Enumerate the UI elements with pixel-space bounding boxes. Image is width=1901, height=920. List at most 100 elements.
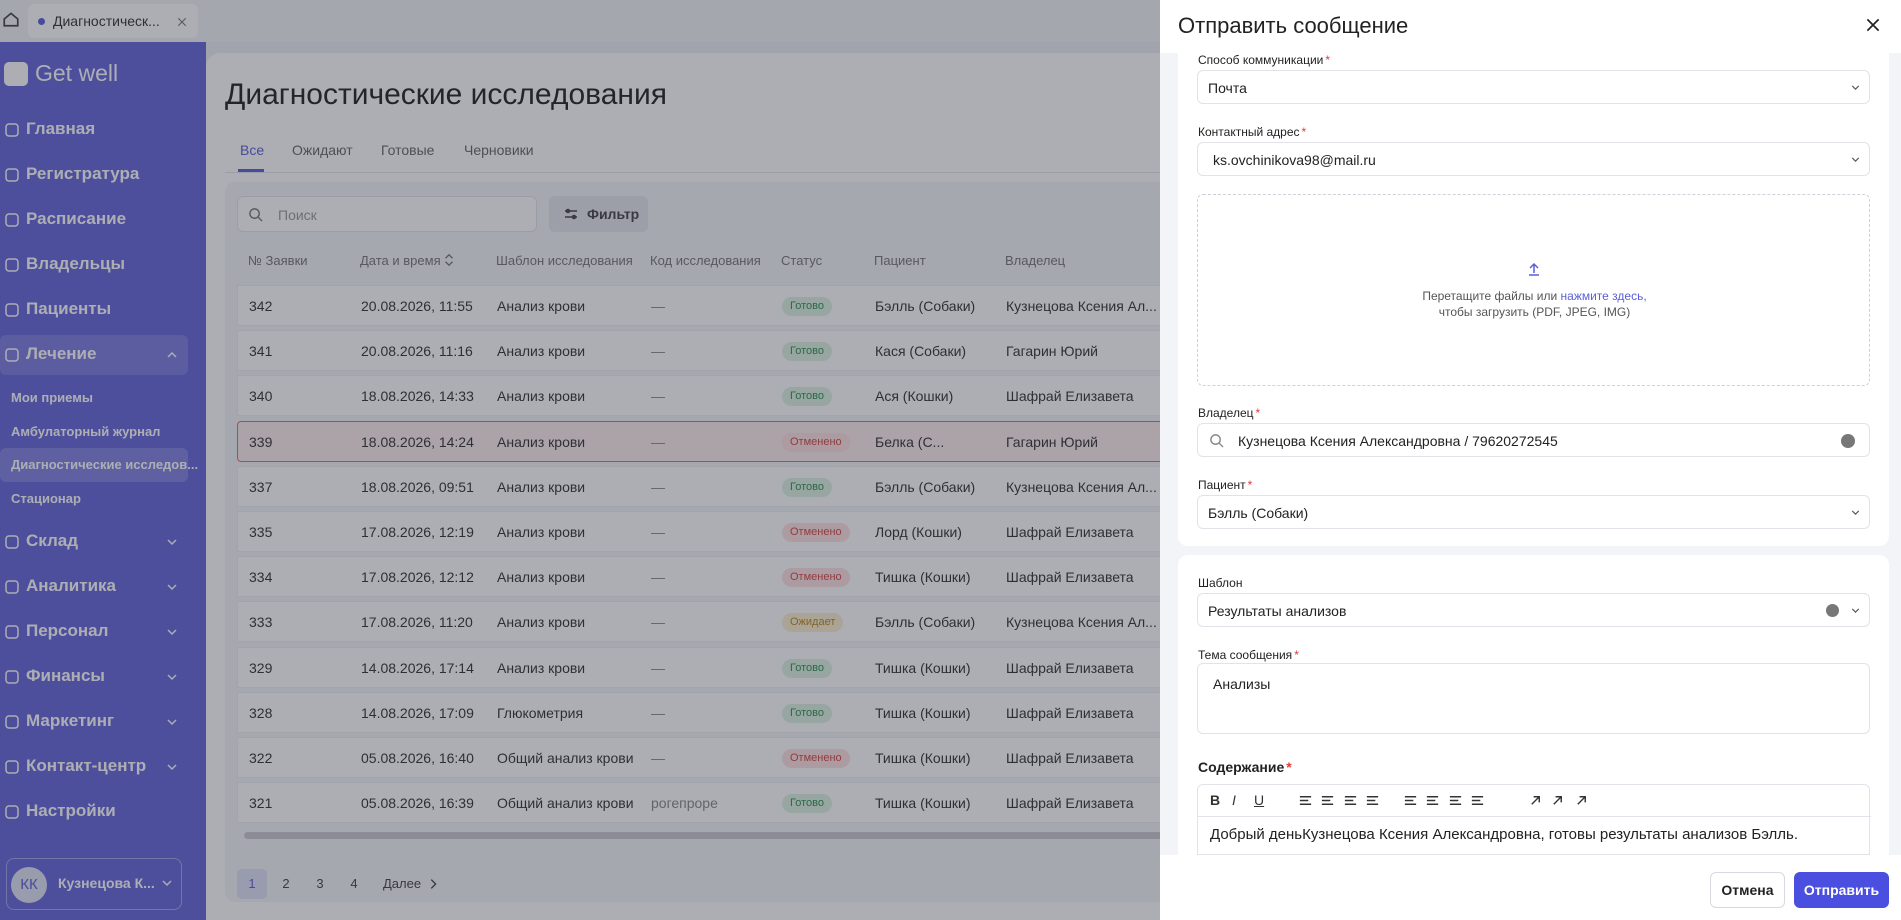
toolbar-icon[interactable] <box>1528 793 1543 808</box>
toolbar-icon[interactable] <box>1425 793 1440 808</box>
nav-item[interactable]: Маркетинг <box>26 711 115 731</box>
select-field[interactable]: ks.ovchinikova98@mail.ru <box>1197 142 1870 176</box>
nav-item[interactable]: Персонал <box>26 621 109 641</box>
filter-button[interactable]: Фильтр <box>549 196 648 232</box>
toolbar-icon[interactable] <box>1343 793 1358 808</box>
cancel-button[interactable]: Отмена <box>1710 872 1785 908</box>
search-box[interactable]: Поиск <box>237 196 537 232</box>
nav-item[interactable]: Настройки <box>26 801 116 821</box>
page-number[interactable]: 3 <box>316 876 324 891</box>
cell-id: 340 <box>249 388 273 405</box>
nav-item[interactable]: Владельцы <box>26 254 125 273</box>
page-number[interactable]: 2 <box>282 876 290 891</box>
select-field[interactable]: Бэлль (Собаки) <box>1197 495 1870 529</box>
table-row[interactable]: 342 20.08.2026, 11:55 Анализ крови — Готово Б… <box>237 285 1206 326</box>
page-tab[interactable]: Черновики <box>464 142 534 158</box>
table-row[interactable]: 322 05.08.2026, 16:40 Общий анализ крови — О… <box>237 737 1206 778</box>
cell-id: 341 <box>249 343 273 360</box>
required-mark: * <box>1247 478 1253 492</box>
table-row[interactable]: 333 17.08.2026, 11:20 Анализ крови — Ожидает… <box>237 601 1206 643</box>
cell-code: — <box>651 614 665 631</box>
subnav-item[interactable]: Диагностические исследов... <box>11 457 199 473</box>
table-row[interactable]: 341 20.08.2026, 11:16 Анализ крови — Готово К… <box>237 330 1206 372</box>
page-tab[interactable]: Все <box>240 142 265 158</box>
cell-patient: Тишка (Кошки) <box>875 659 971 676</box>
nav-chevron <box>164 347 180 363</box>
toolbar-icon[interactable] <box>1550 793 1565 808</box>
tabs-divider <box>225 172 1206 173</box>
upload-icon <box>1526 261 1542 277</box>
cell-code: — <box>651 569 665 586</box>
cell-template: Анализ крови <box>497 298 586 314</box>
editor-toolbar-divider <box>1198 816 1871 817</box>
sort-icon <box>442 253 456 267</box>
table-row[interactable]: 337 18.08.2026, 09:51 Анализ крови — Готово Б… <box>237 465 1206 507</box>
nav-item[interactable]: Расписание <box>26 209 127 228</box>
nav-item[interactable]: Контакт-центр <box>26 756 147 776</box>
page-number[interactable]: 4 <box>350 876 358 891</box>
table-row[interactable]: 334 17.08.2026, 12:12 Анализ крови — Отменен… <box>237 556 1206 598</box>
page-tab[interactable]: Ожидают <box>292 142 353 158</box>
upload-link[interactable]: нажмите здесь, <box>1560 289 1647 303</box>
page-number[interactable]: 1 <box>237 869 267 899</box>
toolbar-icon[interactable] <box>1365 793 1380 808</box>
toolbar-icon-svg <box>1404 796 1417 805</box>
cell-id: 321 <box>249 795 273 812</box>
toolbar-icon[interactable] <box>1448 793 1463 808</box>
cell-patient: Ася (Кошки) <box>875 388 954 405</box>
toolbar-icon[interactable] <box>1298 793 1313 808</box>
cell-code: рогепроре <box>651 795 718 812</box>
subnav-item[interactable]: Амбулаторный журнал <box>11 423 161 439</box>
nav-item[interactable]: Аналитика <box>26 576 116 596</box>
select-field[interactable]: Почта <box>1197 70 1870 104</box>
table-row[interactable]: 328 14.08.2026, 17:09 Глюкометрия — Готово Ти… <box>237 691 1206 733</box>
nav-chevron-svg <box>167 719 177 726</box>
toolbar-icon[interactable] <box>1320 793 1335 808</box>
nav-item[interactable]: Финансы <box>26 666 105 686</box>
main-panel: Диагностические исследования Все Ожидают Го… <box>206 53 1206 920</box>
nav-icon-svg <box>5 580 19 595</box>
cell-date: 14.08.2026, 17:14 <box>361 659 474 676</box>
nav-chevron-svg <box>167 674 177 681</box>
nav-item[interactable]: Главная <box>26 119 96 138</box>
select-field[interactable]: Результаты анализов <box>1197 593 1870 627</box>
tab-close-icon <box>176 15 188 27</box>
cell-template: Анализ крови <box>497 614 586 631</box>
tab-dot <box>38 18 45 25</box>
status-badge: Готово <box>782 703 832 723</box>
table-row[interactable]: 321 05.08.2026, 16:39 Общий анализ крови ро… <box>237 782 1206 824</box>
toolbar-icon[interactable] <box>1470 793 1485 808</box>
scrollbar <box>244 832 1206 839</box>
table-row[interactable]: 340 18.08.2026, 14:33 Анализ крови — Готово А… <box>237 375 1206 417</box>
table-row[interactable]: 335 17.08.2026, 12:19 Анализ крови — Отменен… <box>237 511 1206 552</box>
page-tab[interactable]: Готовые <box>381 142 435 158</box>
select-field[interactable]: Кузнецова Ксения Александровна / 7962027… <box>1197 423 1870 457</box>
nav-item[interactable]: Лечение <box>26 344 97 363</box>
table-row[interactable]: 339 18.08.2026, 14:24 Анализ крови — Отменен… <box>237 420 1206 462</box>
upload-zone[interactable]: Перетащите файлы или нажмите здесь, чтобы… <box>1197 194 1870 386</box>
subnav-item[interactable]: Стационар <box>11 490 81 506</box>
cell-patient: Бэлль (Собаки) <box>875 478 976 495</box>
textarea[interactable]: Анализы <box>1197 663 1870 734</box>
modal-close[interactable] <box>1864 16 1882 34</box>
field-value: Почта <box>1208 80 1247 96</box>
toolbar-icon-svg <box>1471 796 1484 805</box>
cell-date: 20.08.2026, 11:16 <box>361 343 473 360</box>
toolbar-button[interactable]: B <box>1210 792 1221 808</box>
toolbar-button[interactable]: I <box>1232 792 1236 808</box>
submit-button[interactable]: Отправить <box>1794 872 1889 908</box>
home-icon-svg <box>3 12 19 27</box>
nav-item[interactable]: Пациенты <box>26 299 112 318</box>
page-next[interactable]: Далее <box>383 876 422 891</box>
cell-owner: Кузнецова Ксения Ал... <box>1006 478 1157 495</box>
toolbar-icon[interactable] <box>1574 793 1589 808</box>
toolbar-button[interactable]: U <box>1254 792 1265 808</box>
status-badge: Готово <box>782 342 832 362</box>
nav-item[interactable]: Склад <box>26 531 79 551</box>
toolbar-icon[interactable] <box>1403 793 1418 808</box>
nav-icon-svg <box>5 258 19 272</box>
cell-date: 05.08.2026, 16:39 <box>361 795 474 812</box>
cell-code: — <box>651 343 665 360</box>
nav-item[interactable]: Регистратура <box>26 164 140 183</box>
subnav-item[interactable]: Мои приемы <box>11 390 93 405</box>
